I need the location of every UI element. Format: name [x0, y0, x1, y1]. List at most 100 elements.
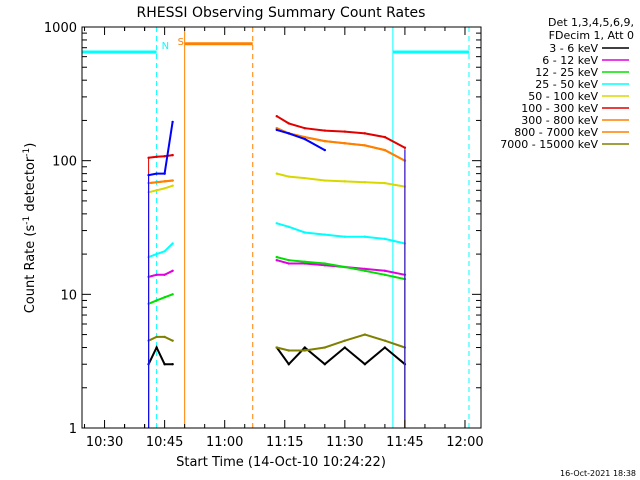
- series-line-segment-2: [276, 333, 406, 352]
- data-point: [155, 189, 158, 192]
- data-point: [323, 139, 327, 143]
- data-point: [147, 156, 150, 160]
- data-point: [383, 237, 387, 241]
- annotation-s: S: [178, 37, 184, 48]
- data-point: [303, 135, 306, 139]
- series-line-segment-1: [147, 345, 173, 366]
- series-line-segment-2: [276, 127, 406, 162]
- legend-item-label: 800 - 7000 keV: [514, 126, 598, 139]
- series-7: [147, 126, 407, 428]
- data-point: [275, 128, 278, 132]
- data-point: [383, 135, 387, 139]
- data-point: [363, 333, 367, 336]
- data-point: [163, 273, 166, 277]
- data-point: [275, 172, 278, 175]
- data-point: [163, 250, 166, 253]
- series-8: [147, 333, 407, 428]
- chart-title: RHESSI Observing Summary Count Rates: [137, 5, 426, 21]
- legend-item-label: 7000 - 15000 keV: [500, 138, 598, 151]
- data-point: [147, 173, 150, 177]
- y-tick-label: 10: [60, 288, 77, 303]
- series-line-segment-2: [276, 222, 406, 245]
- series-line-segment-2: [276, 127, 406, 162]
- data-point: [155, 346, 158, 349]
- x-tick-label: 11:15: [266, 435, 303, 450]
- data-point: [303, 137, 306, 141]
- data-point: [323, 262, 327, 265]
- x-tick-label: 11:45: [386, 435, 423, 450]
- y-axis-label-mid: detector: [23, 156, 38, 216]
- y-axis-label-sup-2: -1: [22, 148, 32, 157]
- data-point: [155, 172, 158, 175]
- data-point: [323, 233, 327, 236]
- data-point: [163, 180, 166, 183]
- series-1: [147, 259, 407, 428]
- data-point: [383, 148, 387, 152]
- legend: Det 1,3,4,5,6,9, FDecim 1, Att 0 3 - 6 k…: [500, 16, 634, 151]
- data-point: [287, 132, 290, 135]
- data-point: [275, 255, 278, 259]
- data-point: [343, 339, 347, 342]
- data-point: [275, 115, 278, 118]
- legend-header-line-1: Det 1,3,4,5,6,9,: [548, 16, 634, 29]
- annotation-n: N: [162, 41, 169, 52]
- data-point: [287, 175, 290, 178]
- x-tick-label: 10:30: [86, 435, 123, 450]
- series-line-segment-1: [148, 121, 174, 177]
- data-point: [287, 259, 290, 262]
- y-axis-label-end: ): [23, 143, 38, 148]
- plot-area: [81, 27, 470, 428]
- data-point: [323, 148, 327, 152]
- data-point: [171, 242, 174, 245]
- data-point: [303, 231, 306, 234]
- data-point: [155, 299, 158, 302]
- data-point: [363, 269, 367, 272]
- data-point: [155, 273, 158, 277]
- data-point: [363, 363, 367, 366]
- data-point: [275, 222, 278, 225]
- data-point: [383, 339, 387, 342]
- series-line-segment-1: [148, 184, 173, 194]
- data-point: [155, 181, 158, 184]
- legend-item-label: 100 - 300 keV: [521, 102, 598, 115]
- data-point: [343, 142, 347, 145]
- data-point: [303, 262, 306, 265]
- data-point: [171, 339, 174, 342]
- legend-item-label: 25 - 50 keV: [535, 78, 598, 91]
- series-blue: [147, 120, 406, 428]
- series-0: [147, 345, 407, 428]
- data-point: [163, 335, 166, 339]
- legend-header-line-2: FDecim 1, Att 0: [549, 29, 634, 42]
- data-point: [343, 180, 347, 183]
- data-point: [303, 260, 306, 264]
- data-point: [323, 363, 327, 366]
- data-point: [275, 259, 278, 262]
- data-point: [363, 132, 367, 135]
- data-point: [171, 120, 174, 124]
- data-point: [155, 155, 158, 158]
- legend-item-label: 300 - 800 keV: [521, 114, 598, 127]
- x-tick-label: 12:00: [446, 435, 483, 450]
- legend-item-label: 12 - 25 keV: [535, 66, 598, 79]
- data-point: [303, 346, 306, 349]
- data-point: [171, 363, 174, 366]
- data-point: [287, 122, 290, 125]
- x-tick-label: 11:30: [326, 435, 363, 450]
- data-point: [343, 130, 347, 133]
- legend-item-label: 3 - 6 keV: [549, 42, 598, 55]
- axes: 10:30 10:45 11:00 11:15 11:30 11:45 12:00 1 10 10…: [44, 21, 484, 450]
- x-axis-label: Start Time (14-Oct-10 10:24:22): [176, 455, 386, 470]
- series-line-segment-1: [148, 179, 173, 185]
- data-point: [323, 129, 327, 132]
- data-point: [363, 181, 367, 184]
- data-point: [155, 252, 158, 256]
- series-line-segment-2: [276, 172, 406, 188]
- data-point: [287, 349, 290, 352]
- data-point: [363, 235, 367, 238]
- series-line-segment-1: [148, 335, 174, 342]
- plot-frame: [81, 26, 482, 429]
- data-point: [163, 187, 166, 190]
- data-point: [171, 184, 174, 187]
- series-2: [147, 255, 407, 428]
